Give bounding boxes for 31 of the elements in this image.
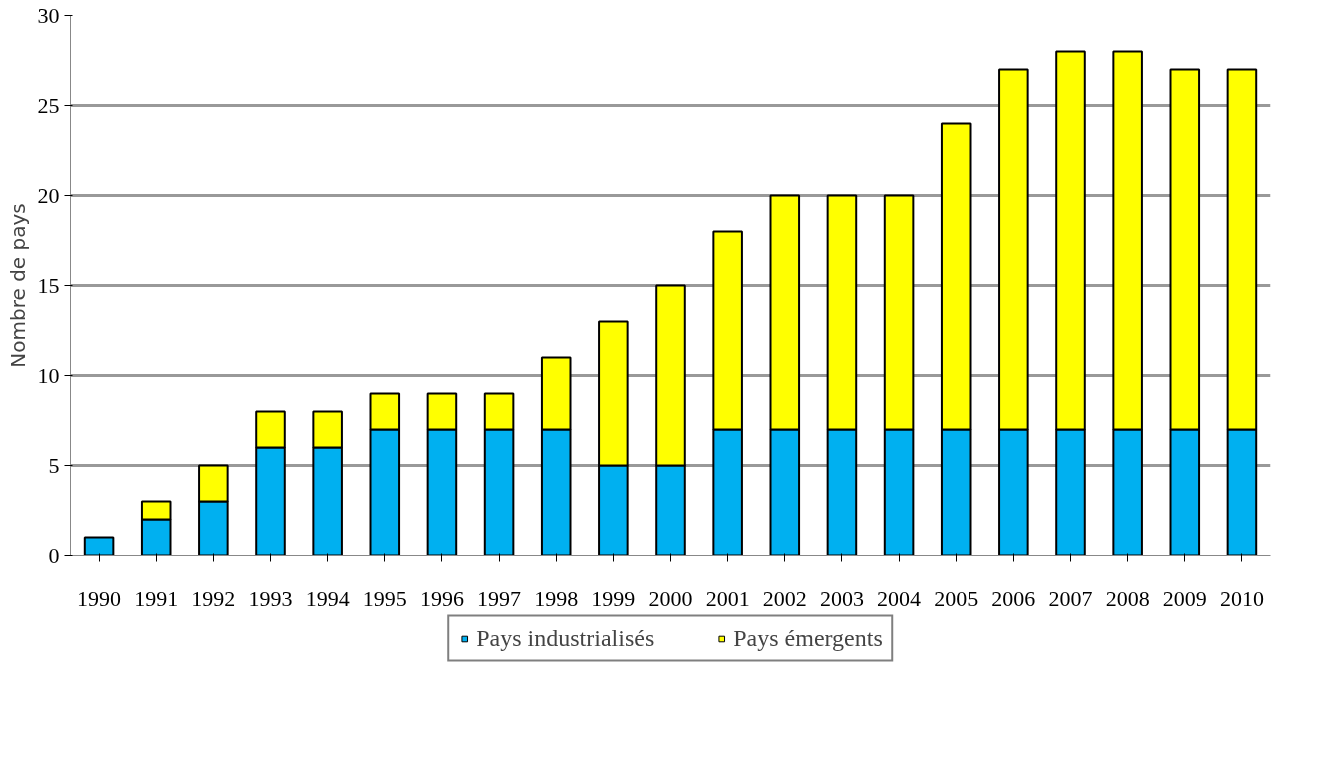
- legend-label: Pays émergents: [733, 624, 883, 652]
- x-tick-label: 1993: [248, 585, 293, 611]
- x-tick-label: 2009: [1162, 585, 1207, 611]
- y-tick-label: 20: [37, 182, 60, 208]
- y-axis-title: Nombre de pays: [5, 203, 30, 368]
- x-tick-label: 1998: [534, 585, 579, 611]
- x-tick-label: 2001: [705, 585, 750, 611]
- x-tick-label: 2000: [648, 585, 693, 611]
- x-tick-label: 1995: [362, 585, 407, 611]
- x-tick-label: 1997: [477, 585, 522, 611]
- x-tick-label: 1990: [77, 585, 122, 611]
- y-tick-label: 15: [37, 272, 60, 298]
- x-tick-label: 2007: [1048, 585, 1093, 611]
- y-tick-label: 25: [37, 92, 60, 118]
- x-tick-label: 2006: [991, 585, 1036, 611]
- x-tick-label: 1992: [191, 585, 236, 611]
- x-tick-label: 2010: [1219, 585, 1264, 611]
- x-tick-label: 1991: [134, 585, 179, 611]
- y-tick-label: 10: [37, 362, 60, 388]
- y-tick-label: 5: [48, 452, 60, 478]
- x-tick-label: 2005: [934, 585, 979, 611]
- x-tick-label: 2002: [762, 585, 807, 611]
- x-tick-label: 2004: [877, 585, 922, 611]
- x-tick-label: 2008: [1105, 585, 1150, 611]
- x-tick-label: 2003: [819, 585, 864, 611]
- x-tick-label: 1999: [591, 585, 636, 611]
- y-tick-label: 30: [37, 2, 60, 28]
- x-tick-label: 1996: [419, 585, 464, 611]
- legend-label: Pays industrialisés: [476, 624, 655, 652]
- x-tick-label: 1994: [305, 585, 350, 611]
- y-tick-label: 0: [48, 542, 60, 568]
